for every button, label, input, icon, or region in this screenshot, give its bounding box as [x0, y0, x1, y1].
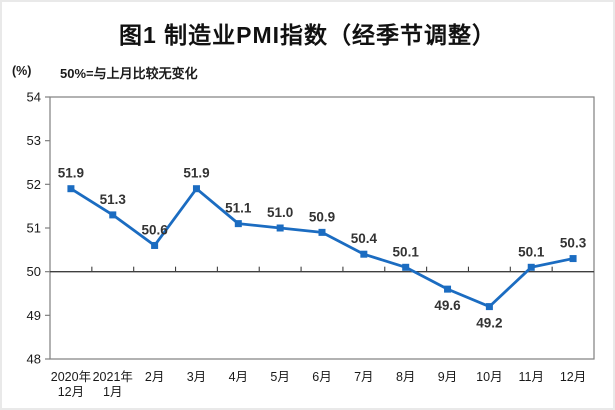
data-point-marker	[151, 241, 159, 249]
data-point-marker	[569, 255, 577, 263]
data-point-label: 50.1	[393, 244, 420, 259]
data-point-marker	[444, 285, 452, 293]
data-point-marker	[318, 228, 326, 236]
x-axis-tick-label: 7月	[354, 370, 373, 384]
x-axis-tick-label: 10月	[476, 370, 502, 384]
y-axis-tick-label: 51	[27, 221, 41, 236]
x-axis-tick-label: 3月	[187, 370, 206, 384]
data-point-label: 49.6	[434, 298, 461, 313]
x-axis-tick-label: 2月	[145, 370, 164, 384]
data-point-marker	[527, 263, 535, 271]
data-point-marker	[67, 185, 75, 193]
y-axis-tick-label: 48	[27, 352, 41, 367]
x-axis-tick-label: 2020年	[51, 370, 91, 384]
chart-title: 图1 制造业PMI指数（经季节调整）	[118, 22, 497, 48]
y-axis-tick-label: 50	[27, 264, 41, 279]
data-point-label: 51.3	[100, 192, 127, 207]
data-point-label: 51.9	[183, 166, 209, 181]
x-axis-tick-label: 9月	[438, 370, 457, 384]
y-axis-tick-label: 54	[27, 90, 41, 105]
data-point-label: 50.4	[351, 231, 378, 246]
data-point-label: 51.0	[267, 205, 293, 220]
x-axis-tick-label: 6月	[312, 370, 331, 384]
data-point-marker	[485, 303, 493, 311]
data-point-label: 50.6	[141, 222, 168, 237]
y-axis-tick-label: 53	[27, 133, 41, 148]
data-point-marker	[402, 263, 410, 271]
data-point-marker	[109, 211, 117, 219]
data-point-marker	[276, 224, 284, 232]
data-point-marker	[192, 185, 200, 193]
y-axis-tick-label: 52	[27, 177, 41, 192]
data-point-label: 50.3	[560, 236, 587, 251]
x-axis-tick-label: 1月	[103, 385, 122, 399]
data-point-label: 49.2	[476, 316, 502, 331]
data-point-marker	[234, 220, 242, 228]
data-point-label: 50.9	[309, 209, 335, 224]
x-axis-tick-label: 4月	[229, 370, 248, 384]
x-axis-tick-label: 12月	[58, 385, 84, 399]
y-axis-tick-label: 49	[27, 308, 41, 323]
x-axis-tick-label: 12月	[560, 370, 586, 384]
data-point-label: 50.1	[518, 244, 545, 259]
pmi-series-line	[69, 187, 575, 309]
y-axis-unit-label: (%)	[12, 64, 32, 78]
data-point-marker	[360, 250, 368, 258]
data-point-label: 51.1	[225, 201, 252, 216]
x-axis-tick-label: 11月	[518, 370, 543, 384]
x-axis-tick-label: 2021年	[93, 370, 133, 384]
reference-note: 50%=与上月比较无变化	[60, 66, 198, 81]
x-axis-tick-label: 8月	[396, 370, 415, 384]
x-axis-tick-label: 5月	[270, 370, 289, 384]
data-point-label: 51.9	[58, 166, 84, 181]
